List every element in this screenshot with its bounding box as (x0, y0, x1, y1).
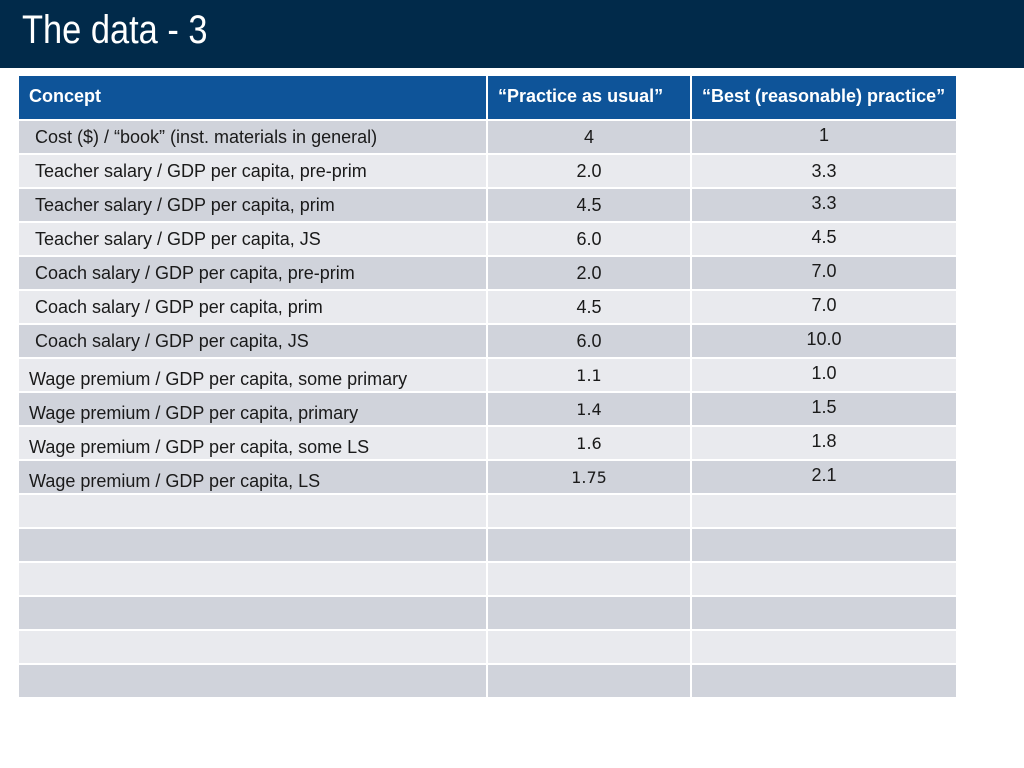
concept-cell: Wage premium / GDP per capita, LS (17, 459, 488, 495)
table-row: Teacher salary / GDP per capita, prim 4.… (17, 187, 958, 223)
concept-cell: Teacher salary / GDP per capita, JS (17, 221, 488, 257)
best-cell: 4.5 (690, 221, 958, 257)
concept-cell: Wage premium / GDP per capita, primary (17, 391, 488, 427)
table-row: Teacher salary / GDP per capita, JS 6.0 … (17, 221, 958, 257)
empty-cell (690, 595, 958, 631)
concept-cell: Coach salary / GDP per capita, pre-prim (17, 255, 488, 291)
concept-cell: Teacher salary / GDP per capita, prim (17, 187, 488, 223)
concept-cell: Teacher salary / GDP per capita, pre-pri… (17, 153, 488, 189)
concept-cell: Wage premium / GDP per capita, some LS (17, 425, 488, 461)
empty-cell (17, 493, 488, 529)
table-row: Wage premium / GDP per capita, LS 1.75 2… (17, 459, 958, 495)
table-row: Wage premium / GDP per capita, primary 1… (17, 391, 958, 427)
empty-row (17, 493, 958, 529)
concept-cell: Coach salary / GDP per capita, JS (17, 323, 488, 359)
header-best-practice: “Best (reasonable) practice” (690, 74, 958, 121)
best-cell: 1.8 (690, 425, 958, 461)
best-cell: 1.5 (690, 391, 958, 427)
empty-row (17, 663, 958, 699)
empty-cell (486, 527, 692, 563)
table-row: Coach salary / GDP per capita, prim 4.5 … (17, 289, 958, 325)
empty-cell (17, 595, 488, 631)
table-row: Coach salary / GDP per capita, pre-prim … (17, 255, 958, 291)
best-cell: 1 (690, 119, 958, 155)
header-row: Concept “Practice as usual” “Best (reaso… (17, 74, 958, 121)
usual-cell: 1.4 (486, 391, 692, 427)
table-row: Wage premium / GDP per capita, some LS 1… (17, 425, 958, 461)
empty-cell (486, 595, 692, 631)
best-cell: 3.3 (690, 187, 958, 223)
empty-cell (690, 527, 958, 563)
empty-cell (690, 561, 958, 597)
empty-row (17, 629, 958, 665)
table-row: Wage premium / GDP per capita, some prim… (17, 357, 958, 393)
best-cell: 1.0 (690, 357, 958, 393)
empty-cell (690, 493, 958, 529)
concept-cell: Wage premium / GDP per capita, some prim… (17, 357, 488, 393)
title-bar: The data - 3 (0, 0, 1024, 68)
empty-cell (486, 629, 692, 665)
best-cell: 7.0 (690, 255, 958, 291)
usual-cell: 2.0 (486, 255, 692, 291)
best-cell: 2.1 (690, 459, 958, 495)
empty-cell (486, 561, 692, 597)
usual-cell: 6.0 (486, 221, 692, 257)
empty-cell (486, 663, 692, 699)
empty-row (17, 595, 958, 631)
concept-cell: Cost ($) / “book” (inst. materials in ge… (17, 119, 488, 155)
concept-cell: Coach salary / GDP per capita, prim (17, 289, 488, 325)
usual-cell: 4 (486, 119, 692, 155)
table-row: Teacher salary / GDP per capita, pre-pri… (17, 153, 958, 189)
empty-cell (17, 527, 488, 563)
usual-cell: 1.1 (486, 357, 692, 393)
best-cell: 3.3 (690, 153, 958, 189)
empty-cell (486, 493, 692, 529)
empty-cell (17, 663, 488, 699)
usual-cell: 6.0 (486, 323, 692, 359)
usual-cell: 4.5 (486, 187, 692, 223)
usual-cell: 2.0 (486, 153, 692, 189)
empty-cell (17, 629, 488, 665)
empty-cell (690, 663, 958, 699)
table-row: Coach salary / GDP per capita, JS 6.0 10… (17, 323, 958, 359)
usual-cell: 1.6 (486, 425, 692, 461)
header-practice-as-usual: “Practice as usual” (486, 74, 692, 121)
best-cell: 10.0 (690, 323, 958, 359)
empty-cell (690, 629, 958, 665)
best-cell: 7.0 (690, 289, 958, 325)
empty-row (17, 527, 958, 563)
empty-cell (17, 561, 488, 597)
header-concept: Concept (17, 74, 488, 121)
empty-row (17, 561, 958, 597)
slide-title: The data - 3 (22, 8, 208, 52)
usual-cell: 4.5 (486, 289, 692, 325)
table-row: Cost ($) / “book” (inst. materials in ge… (17, 119, 958, 155)
usual-cell: 1.75 (486, 459, 692, 495)
data-table: Concept “Practice as usual” “Best (reaso… (17, 74, 958, 699)
